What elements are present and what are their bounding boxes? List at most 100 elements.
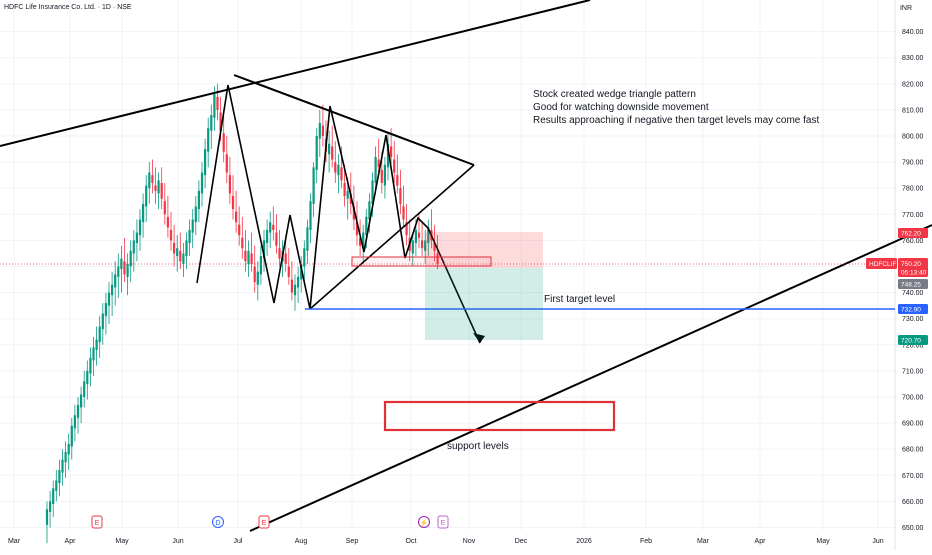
candle: [160, 167, 163, 210]
last-price-value: 750.20: [901, 261, 921, 268]
candle: [123, 237, 126, 283]
candle: [73, 404, 76, 442]
event-marker-bg: [91, 515, 103, 529]
y-tick-label: 760.00: [902, 238, 924, 245]
candle-body: [148, 172, 151, 189]
candle-body: [427, 227, 430, 244]
candle-body: [104, 303, 107, 317]
candle-body: [135, 232, 138, 244]
candle-body: [216, 96, 219, 110]
candle: [256, 261, 259, 301]
first-target-label: First target level: [544, 294, 615, 305]
y-tick-label: 730.00: [902, 316, 924, 323]
candle-body: [241, 237, 244, 249]
candle: [290, 261, 293, 301]
candle-body: [101, 313, 104, 330]
candle-body: [92, 347, 95, 361]
candle: [362, 224, 365, 262]
candle: [49, 490, 52, 528]
event-marker[interactable]: E: [258, 515, 270, 529]
event-marker[interactable]: D: [212, 516, 224, 528]
candle-body: [107, 292, 111, 306]
candle: [318, 109, 321, 157]
stop-loss-zone[interactable]: [425, 232, 543, 268]
x-tick-label: May: [115, 538, 129, 545]
candle: [306, 219, 309, 264]
candle-body: [262, 240, 266, 259]
time-axis[interactable]: Mar Apr May Jun Jul Aug Sep Oct Nov Dec 2026 Feb Mar…: [8, 538, 884, 545]
candle: [303, 240, 306, 283]
candle: [266, 219, 269, 257]
candle-body: [188, 229, 191, 244]
candle-body: [194, 206, 197, 223]
event-marker[interactable]: E: [91, 515, 103, 529]
price-tag-value: 732.90: [901, 306, 921, 313]
x-tick-label: Oct: [406, 538, 417, 545]
candle: [241, 216, 244, 259]
candle: [83, 370, 86, 408]
candle: [145, 175, 148, 223]
event-marker[interactable]: ⚡: [418, 516, 430, 528]
candle-body: [293, 284, 297, 296]
support-trendline[interactable]: [249, 224, 932, 532]
candle-body: [377, 159, 380, 168]
y-tick-label: 770.00: [902, 212, 924, 219]
symbol-tag-label: HDFCLIFE: [869, 261, 901, 268]
candle-body: [173, 243, 176, 254]
candle-body: [383, 164, 386, 186]
candle-body: [297, 276, 300, 288]
price-tag-bg: [898, 304, 928, 314]
candle-body: [362, 232, 365, 249]
candle-body: [386, 143, 390, 168]
candle-body: [269, 222, 272, 233]
event-marker[interactable]: E: [437, 515, 449, 529]
candle-body: [151, 175, 154, 183]
annotation-line-1: Stock created wedge triangle pattern: [533, 89, 696, 100]
candle-body: [359, 237, 362, 246]
y-tick-label: 820.00: [902, 81, 924, 88]
candle-body: [272, 224, 275, 230]
y-tick-label: 710.00: [902, 368, 924, 375]
candle: [337, 154, 340, 194]
y-tick-label: 690.00: [902, 421, 924, 428]
candle-body: [399, 188, 402, 204]
candle-body: [160, 182, 163, 199]
candle: [262, 229, 266, 272]
event-marker-bg: [437, 515, 449, 529]
candle-body: [80, 394, 83, 408]
target-zone[interactable]: [425, 268, 543, 340]
y-tick-label: 740.00: [902, 290, 924, 297]
candle: [312, 162, 315, 217]
y-tick-label: 700.00: [902, 395, 924, 402]
last-price-tag-bg: [898, 258, 928, 277]
wedge-upper-line[interactable]: [233, 74, 475, 166]
x-tick-label: Sep: [346, 538, 359, 545]
drawings[interactable]: [0, 0, 932, 532]
upper-trendline[interactable]: [0, 0, 591, 147]
annotations: Stock created wedge triangle pattern Goo…: [447, 89, 819, 452]
candle-body: [331, 146, 334, 160]
bar-countdown: 05:13:40: [901, 270, 927, 277]
candle: [98, 316, 101, 358]
zigzag-pattern[interactable]: [196, 84, 481, 344]
price-axis[interactable]: 650.00 660.00 670.00 680.00 690.00 700.00 710.…: [902, 29, 924, 532]
y-tick-label: 670.00: [902, 473, 924, 480]
y-tick-label: 650.00: [902, 525, 924, 532]
candle: [142, 193, 145, 238]
candle-body: [290, 279, 293, 293]
candle: [427, 219, 430, 257]
candle-body: [312, 167, 315, 204]
candle-body: [83, 381, 86, 397]
candle: [182, 243, 185, 277]
projection-arrowhead: [473, 333, 485, 343]
wedge-lower-line[interactable]: [309, 164, 475, 310]
event-marker-label: ⚡: [420, 518, 429, 527]
candle-body: [117, 266, 120, 277]
candle: [300, 256, 303, 293]
plot-background: [0, 0, 895, 550]
candle: [89, 347, 92, 387]
support-box[interactable]: [383, 400, 616, 432]
breakdown-box[interactable]: [351, 256, 492, 267]
